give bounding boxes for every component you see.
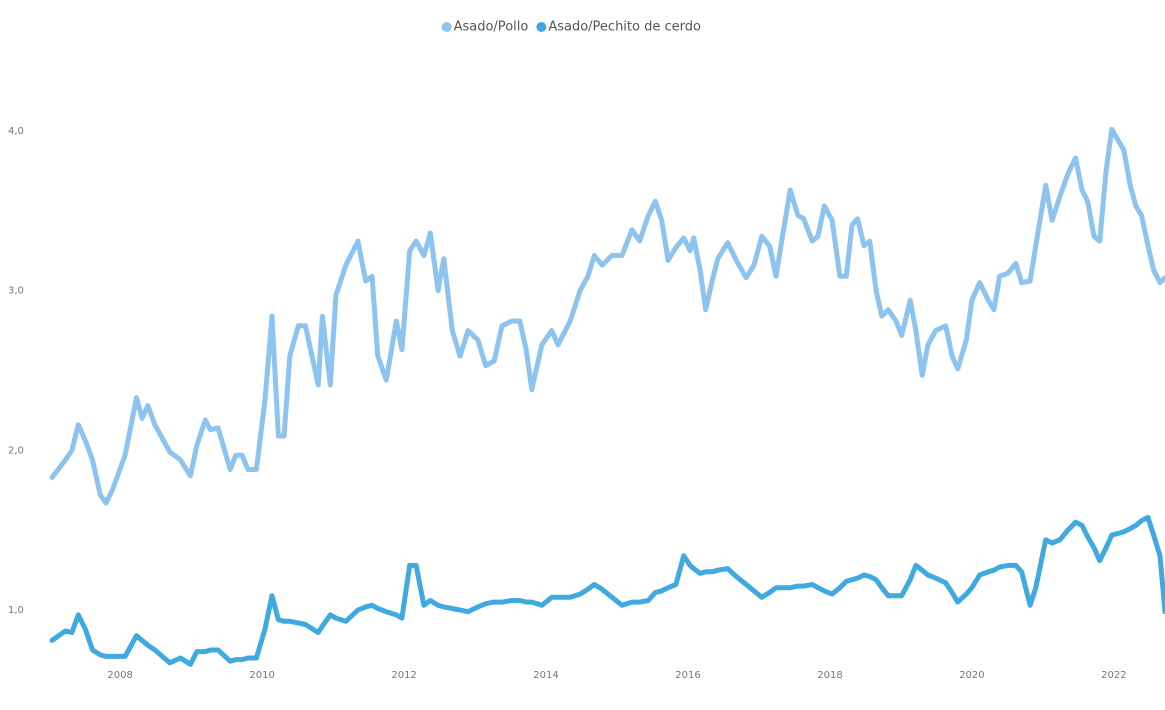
y-tick-label: 3,0 (8, 286, 24, 297)
y-tick-label: 1,0 (8, 605, 24, 616)
x-tick-label: 2022 (1101, 670, 1126, 681)
x-tick-label: 2008 (107, 670, 132, 681)
x-tick-label: 2012 (391, 670, 416, 681)
x-tick-label: 2014 (533, 670, 558, 681)
legend-label: Asado/Pechito de cerdo (548, 20, 701, 35)
x-tick-label: 2018 (817, 670, 842, 681)
x-tick-label: 2010 (249, 670, 274, 681)
x-tick-label: 2020 (959, 670, 984, 681)
legend-marker (441, 22, 452, 32)
series-line (49, 514, 1165, 667)
y-tick-label: 4,0 (8, 126, 24, 137)
legend-marker (536, 22, 547, 32)
legend-label: Asado/Pollo (454, 20, 529, 35)
y-tick-label: 2,0 (8, 445, 24, 456)
x-tick-label: 2016 (675, 670, 700, 681)
series-line (49, 126, 1165, 506)
